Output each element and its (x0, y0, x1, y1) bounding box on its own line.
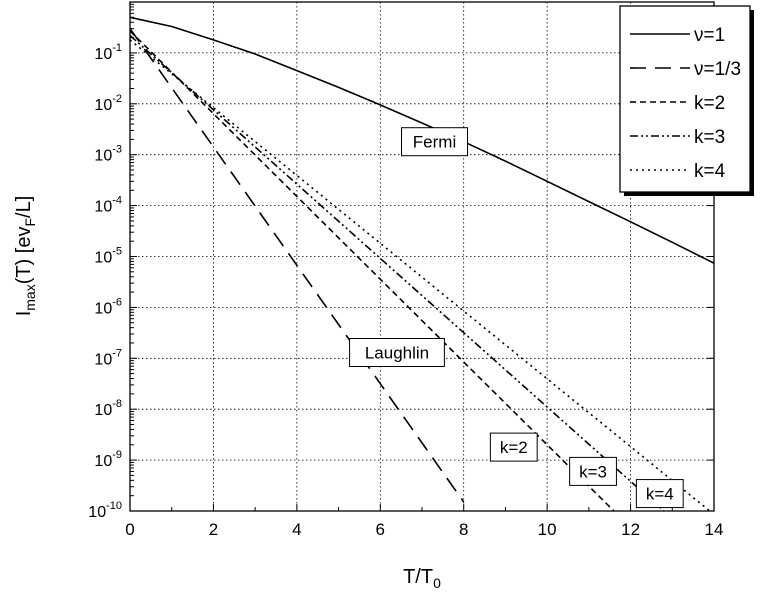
x-tick-label: 14 (705, 520, 724, 539)
annotation-label: k=4 (646, 485, 674, 504)
legend-label: ν=1 (694, 25, 725, 46)
series-line-3 (129, 30, 615, 512)
series-line-1 (129, 16, 715, 264)
y-tick-label: 10-7 (94, 347, 122, 368)
annotation-label: k=3 (579, 462, 607, 481)
annotation-box (349, 338, 445, 368)
y-tick-label: 10-5 (94, 246, 122, 267)
y-axis-label: Imax(T) [evF/L] (13, 196, 38, 317)
x-tick-label: 6 (376, 520, 385, 539)
y-tick-label: 10-10 (88, 500, 122, 521)
series-line-2 (129, 28, 465, 503)
x-tick-label: 12 (621, 520, 640, 539)
y-tick-label: 10-3 (94, 144, 122, 165)
x-tick-label: 8 (459, 520, 468, 539)
annotation-box (401, 127, 469, 157)
x-tick-label: 2 (209, 520, 218, 539)
axis-ticks: 0 2 4 6 8 10 12 14 10-10 10-9 10-8 10-7 10-6 10-5 10-4… (88, 3, 724, 539)
x-tick-label: 4 (292, 520, 301, 539)
x-tick-label: 10 (538, 520, 557, 539)
legend: ν=1 ν=1/3 k=2 k=3 k=4 (619, 5, 754, 196)
legend-label: ν=1/3 (694, 59, 741, 80)
annotation-box (569, 456, 617, 486)
legend-label: k=2 (694, 93, 725, 114)
x-tick-label: 0 (125, 520, 134, 539)
annotation-box (489, 432, 538, 462)
annotation-label: Laughlin (365, 344, 429, 363)
annotation-label: k=2 (500, 438, 528, 457)
x-axis-label: T/T0 (403, 566, 441, 591)
legend-label: k=4 (694, 161, 726, 182)
legend-box (619, 5, 751, 193)
legend-label: k=3 (694, 127, 725, 148)
y-tick-label: 10-2 (94, 93, 122, 114)
series-lines (129, 16, 715, 512)
series-line-4 (129, 34, 665, 512)
series-line-5 (129, 39, 711, 512)
y-tick-label: 10-4 (94, 195, 122, 216)
y-tick-label: 10-8 (94, 398, 122, 419)
annotations: Fermi Laughlin k=2 k=3 k=4 (349, 127, 684, 509)
y-tick-label: 10-1 (94, 42, 122, 63)
y-tick-label: 10-9 (94, 449, 122, 470)
y-tick-label: 10-6 (94, 296, 122, 317)
annotation-label: Fermi (413, 133, 456, 152)
annotation-box (635, 479, 684, 509)
